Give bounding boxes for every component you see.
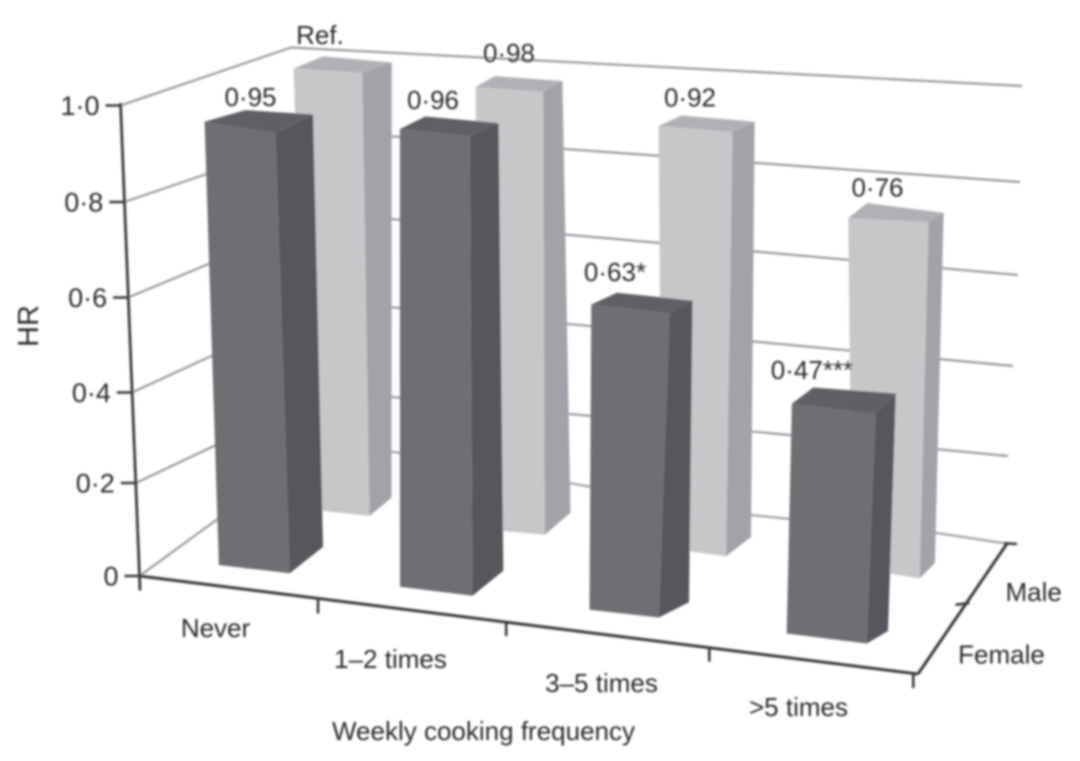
svg-text:0·76: 0·76 (851, 173, 903, 203)
svg-text:1·0: 1·0 (60, 91, 99, 121)
svg-text:0·47***: 0·47*** (771, 355, 853, 385)
svg-text:Female: Female (958, 640, 1045, 670)
svg-text:3–5 times: 3–5 times (545, 668, 658, 698)
svg-text:0·6: 0·6 (68, 283, 107, 313)
svg-text:0·96: 0·96 (407, 85, 459, 115)
svg-text:0·2: 0·2 (76, 469, 115, 499)
svg-text:0·63*: 0·63* (584, 257, 646, 287)
svg-text:Male: Male (1006, 577, 1062, 607)
svg-text:0·92: 0·92 (664, 83, 716, 113)
svg-text:0·98: 0·98 (483, 38, 535, 68)
svg-text:Weekly cooking frequency: Weekly cooking frequency (332, 716, 635, 746)
svg-text:Ref.: Ref. (296, 20, 344, 50)
svg-text:0: 0 (103, 562, 118, 592)
svg-text:Never: Never (181, 613, 251, 643)
svg-text:0·8: 0·8 (64, 188, 103, 218)
svg-text:HR: HR (13, 305, 45, 347)
svg-text:0·95: 0·95 (224, 82, 276, 112)
svg-text:>5 times: >5 times (749, 692, 848, 722)
svg-text:1–2 times: 1–2 times (334, 644, 447, 674)
svg-text:0·4: 0·4 (72, 378, 111, 408)
